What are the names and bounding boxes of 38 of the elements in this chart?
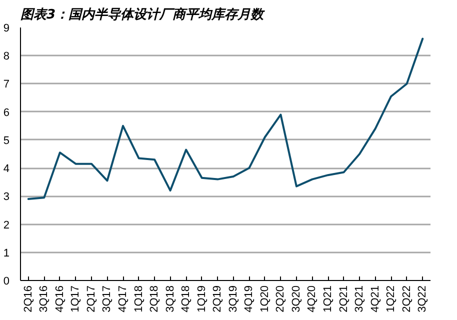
x-tick-label: 1Q17	[70, 285, 82, 312]
y-tick-label: 1	[3, 247, 10, 260]
x-tick-label: 1Q20	[258, 285, 271, 312]
x-tick-label: 3Q21	[354, 285, 366, 312]
x-tick-label: 2Q21	[338, 285, 350, 312]
x-tick-label: 2Q17	[85, 285, 98, 312]
y-tick-label: 4	[3, 163, 10, 176]
x-tick-label: 3Q20	[290, 285, 302, 312]
x-tick-label: 3Q18	[164, 285, 176, 312]
x-tick-label: 2Q18	[148, 285, 161, 312]
x-tick-label: 3Q22	[416, 285, 429, 312]
x-tick-label: 1Q21	[322, 285, 334, 312]
y-tick-label: 8	[3, 50, 10, 63]
x-tick-label: 3Q19	[227, 285, 240, 312]
y-tick-label: 5	[3, 134, 10, 147]
x-tick-label: 4Q21	[369, 285, 382, 312]
x-tick-label: 3Q16	[38, 285, 50, 312]
x-tick-label: 1Q18	[132, 285, 145, 312]
x-tick-label: 2Q19	[212, 285, 224, 312]
x-tick-label: 4Q17	[117, 285, 129, 312]
x-tick-label: 1Q22	[385, 285, 398, 312]
x-tick-label: 4Q18	[180, 285, 192, 312]
y-tick-label: 0	[3, 276, 10, 288]
x-tick-label: 1Q19	[196, 285, 208, 312]
y-tick-label: 6	[3, 106, 10, 119]
x-tick-label: 4Q16	[54, 285, 66, 312]
x-tick-label: 4Q20	[306, 285, 318, 312]
y-tick-label: 9	[3, 22, 10, 34]
y-tick-label: 2	[3, 219, 10, 232]
x-tick-label: 2Q22	[400, 285, 413, 312]
x-tick-label: 4Q19	[243, 285, 256, 312]
x-tick-label: 3Q17	[101, 285, 114, 312]
y-tick-label: 7	[3, 78, 10, 91]
y-tick-label: 3	[3, 191, 10, 204]
x-tick-label: 2Q16	[22, 285, 34, 312]
chart-title: 图表3：国内半导体设计厂商平均库存月数	[20, 6, 266, 22]
x-tick-label: 2Q20	[274, 285, 287, 312]
line-series	[27, 38, 424, 200]
